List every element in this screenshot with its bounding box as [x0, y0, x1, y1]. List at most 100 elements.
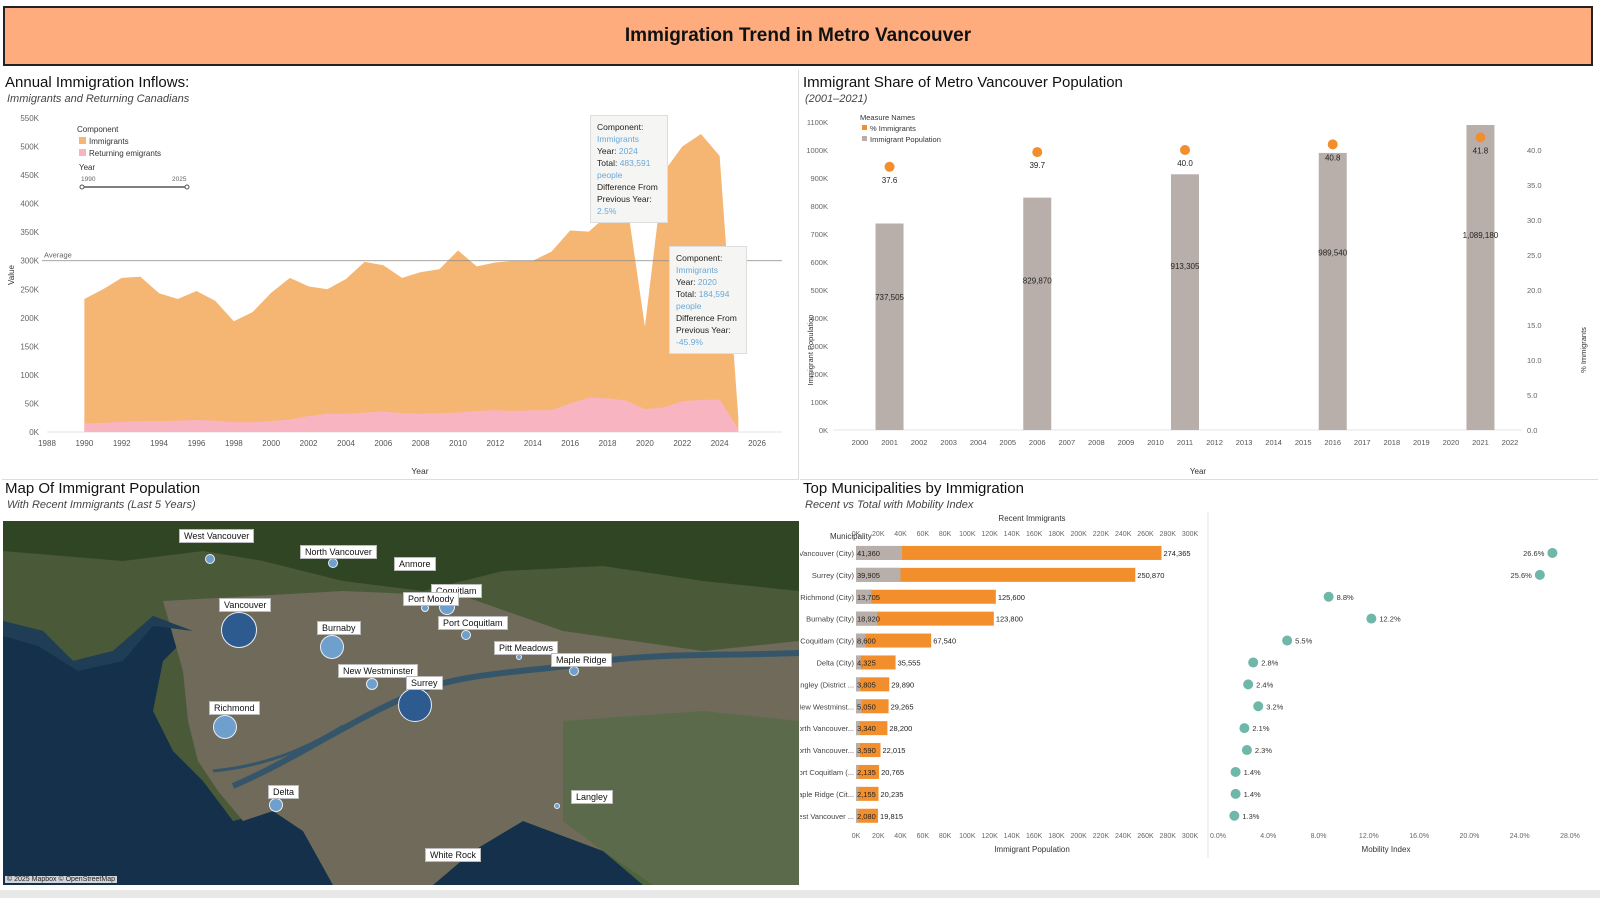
map-place-label[interactable]: Port Coquitlam [438, 616, 508, 630]
mobility-index-label: 12.2% [1379, 615, 1401, 624]
map-bubble[interactable] [205, 554, 215, 564]
share-y-tick: 200K [810, 370, 828, 379]
map-bubble[interactable] [366, 678, 378, 690]
map-bubble[interactable] [398, 688, 432, 722]
immigrant-population-bar [856, 567, 1136, 582]
share-y-tick: 0K [819, 426, 828, 435]
immigrant-population-bar [856, 721, 888, 736]
share-x-tick: 2006 [1029, 438, 1046, 447]
immigrant-population-label: 29,265 [891, 702, 914, 711]
map-panel: Map Of Immigrant Population With Recent … [2, 480, 799, 888]
share-x-tick: 2012 [1206, 438, 1223, 447]
map-place-label[interactable]: Anmore [394, 557, 436, 571]
map-place-label[interactable]: White Rock [425, 848, 482, 862]
muni-bottom-tick: 300K [1182, 833, 1199, 840]
recent-immigrants-label: 2,135 [857, 768, 876, 777]
map-place-label[interactable]: Richmond [209, 701, 260, 715]
map-place-label[interactable]: Langley [571, 790, 613, 804]
share-x-tick: 2017 [1354, 438, 1371, 447]
inflows-y-tick: 400K [20, 200, 39, 209]
map-bubble[interactable] [213, 715, 237, 739]
average-label: Average [44, 251, 72, 260]
muni-bottom-tick: 280K [1160, 833, 1177, 840]
share-y2-tick: 0.0 [1527, 426, 1537, 435]
pct-immigrants-label: 40.0 [1177, 159, 1193, 168]
map-place-label[interactable]: New Westminster [338, 664, 419, 678]
mobility-index-dot [1230, 766, 1241, 777]
map-title: Map Of Immigrant Population [5, 480, 201, 497]
immigrant-population-bar [856, 808, 879, 823]
share-y-tick: 700K [810, 230, 828, 239]
inflows-y-tick: 100K [20, 371, 39, 380]
immigrant-population-label: 28,200 [889, 724, 912, 733]
inflows-x-tick: 2006 [374, 439, 392, 448]
tooltip-diff-value: -45.9% [676, 337, 703, 347]
muni-municipality-header[interactable]: Municipality [830, 532, 872, 541]
municipality-label: Delta (City) [816, 658, 854, 667]
muni-bottom-tick: 240K [1115, 833, 1132, 840]
pct-immigrants-label: 37.6 [882, 176, 898, 185]
recent-immigrants-label: 2,155 [857, 790, 876, 799]
share-y-tick: 400K [810, 314, 828, 323]
tooltip-total-value: 184,594 [698, 289, 730, 299]
inflows-y-tick: 450K [20, 171, 39, 180]
map-place-label[interactable]: Vancouver [219, 598, 272, 612]
mobility-index-label: 1.4% [1244, 790, 1261, 799]
inflows-chart[interactable]: 0K 50K 100K 150K 200K 250K 300K 350K 400K 450K 500… [2, 70, 799, 480]
legend-returning[interactable]: Returning emigrants [89, 149, 161, 158]
mobility-index-label: 26.6% [1523, 549, 1545, 558]
share-x-tick: 2016 [1324, 438, 1341, 447]
map-place-label[interactable]: North Vancouver [300, 545, 377, 559]
recent-immigrants-bar [856, 611, 878, 626]
map-canvas[interactable]: West Vancouver North Vancouver Anmore Coqui… [3, 521, 799, 885]
recent-immigrants-bar [856, 677, 861, 692]
legend-immigrant-population[interactable]: Immigrant Population [870, 135, 941, 144]
share-x-tick: 2009 [1118, 438, 1135, 447]
inflows-title: Annual Immigration Inflows: [5, 74, 190, 91]
population-bar-label: 913,305 [1171, 262, 1200, 271]
mobility-tick: 20.0% [1459, 833, 1479, 840]
legend-immigrants[interactable]: Immigrants [89, 137, 129, 146]
map-bubble[interactable] [269, 798, 283, 812]
muni-chart[interactable]: 0K 0K 20K 20K 40K 40K 60K 60K 80K 80K 100K 100K 120K… [800, 480, 1598, 888]
inflows-y-tick: 0K [29, 428, 39, 437]
share-y2-tick: 10.0 [1527, 356, 1542, 365]
map-place-label[interactable]: West Vancouver [179, 529, 255, 543]
map-place-label[interactable]: Port Moody [403, 592, 460, 606]
legend-pct-immigrants[interactable]: % Immigrants [870, 124, 916, 133]
map-place-label[interactable]: Burnaby [317, 621, 361, 635]
muni-bottom-tick: 100K [959, 833, 976, 840]
share-chart[interactable]: 0K 100K 200K 300K 400K 500K 600K 700K 800K 900K 10… [800, 70, 1598, 480]
immigrant-population-bar [1171, 174, 1199, 430]
map-bubble[interactable] [221, 612, 257, 648]
mobility-index-dot [1282, 635, 1293, 646]
immigrant-population-bar [856, 633, 932, 648]
map-bubble[interactable] [320, 635, 344, 659]
share-x-tick: 2000 [852, 438, 869, 447]
map-bubble[interactable] [569, 666, 579, 676]
muni-bottom-axis-title: Immigrant Population [994, 845, 1070, 854]
year-filter-handle-min[interactable] [79, 184, 85, 190]
share-x-tick: 2005 [999, 438, 1016, 447]
map-bubble[interactable] [328, 558, 338, 568]
mobility-tick: 0.0% [1210, 833, 1226, 840]
map-place-label[interactable]: Pitt Meadows [494, 641, 559, 655]
inflows-y-tick: 550K [20, 114, 39, 123]
mobility-tick: 12.0% [1359, 833, 1379, 840]
map-bubble[interactable] [554, 803, 560, 809]
map-place-label[interactable]: Surrey [406, 676, 443, 690]
mobility-tick: 4.0% [1260, 833, 1276, 840]
share-y2-tick: 35.0 [1527, 181, 1542, 190]
muni-top-axis-title: Recent Immigrants [998, 514, 1065, 523]
immigrant-population-label: 29,890 [891, 680, 914, 689]
map-place-label[interactable]: Maple Ridge [551, 653, 612, 667]
share-ylabel: Immigrant Population [806, 315, 815, 386]
sheet-tabs-bar[interactable] [0, 890, 1600, 898]
mobility-index-label: 1.4% [1244, 768, 1261, 777]
year-filter-handle-max[interactable] [184, 184, 190, 190]
map-place-label[interactable]: Delta [268, 785, 300, 799]
share-y2-tick: 5.0 [1527, 391, 1537, 400]
map-bubble[interactable] [461, 630, 471, 640]
share-y2-tick: 15.0 [1527, 321, 1542, 330]
population-bar-label: 989,540 [1318, 248, 1347, 257]
